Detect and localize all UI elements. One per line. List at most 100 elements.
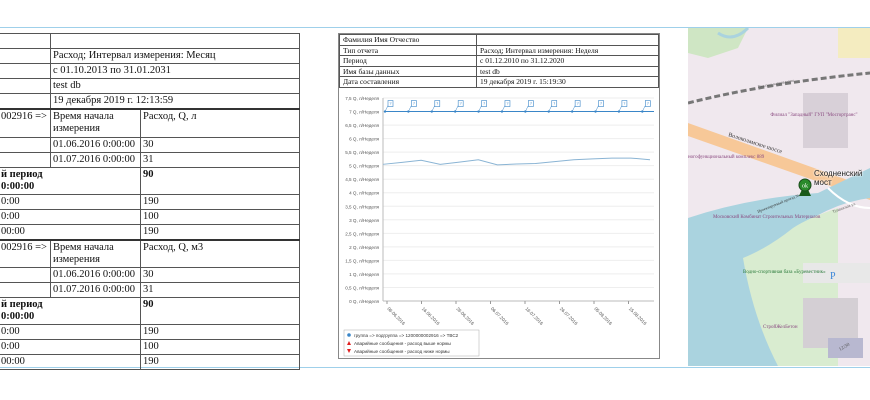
y-tick-label: 7 Q, л/Неделя: [349, 110, 379, 115]
top-divider: [0, 27, 870, 28]
header-label: [0, 63, 51, 79]
map-label: Московский Комбинат Строительных Материа…: [713, 215, 821, 220]
chart-legend: группа => подгруппа => 1200000002916 => …: [343, 329, 480, 357]
header-label: Имя базы данных: [339, 65, 477, 77]
total-label-line: 0:00:00: [1, 180, 35, 192]
event-flag: [621, 100, 628, 107]
event-flag-text: ?: [553, 101, 555, 106]
y-tick-label: 1,5 Q, л/Неделя: [345, 258, 379, 263]
table-row: й период 0:00:00 90: [0, 166, 300, 195]
event-flag: [574, 100, 581, 107]
flag-pole: [408, 105, 412, 112]
value-cell: 31: [140, 282, 300, 298]
summary-label: 0:00: [0, 324, 141, 340]
event-flag-text: ?: [436, 101, 438, 106]
device-cell: 002916 =>: [0, 238, 51, 268]
total-label-line: й период: [1, 299, 43, 310]
summary-label: 0:00: [0, 208, 141, 225]
column-header-time: Время начала измерения: [50, 108, 141, 138]
map-view[interactable]: Волоколамское шоссе Филиал "Западный" ГУ…: [688, 28, 870, 366]
event-flag-text: ?: [530, 101, 532, 106]
y-tick-label: 3,5 Q, л/Неделя: [345, 204, 379, 209]
table-row: Тип отчета Расход; Интервал измерения: Не…: [339, 44, 659, 56]
time-cell: 01.06.2016 0:00:00: [50, 267, 141, 283]
device-cell: 002916 =>: [0, 108, 51, 138]
x-tick-label: 26.07.2016: [559, 306, 579, 326]
flag-pole: [595, 105, 599, 112]
header-label: [0, 48, 51, 64]
summary-value: 100: [140, 339, 300, 355]
map-label: Рижское направление: [757, 78, 794, 89]
table-row: 0:00 190: [0, 193, 300, 210]
table-row: с 01.10.2013 по 31.01.2031: [0, 63, 300, 79]
marker-label: ok: [802, 184, 808, 190]
header-label: [0, 93, 51, 110]
header-value: Расход; Интервал измерения: Месяц: [50, 48, 300, 64]
header-value: [476, 34, 659, 46]
event-marker: [617, 110, 621, 113]
header-value: с 01.12.2010 по 31.12.2020: [476, 55, 659, 67]
monthly-report-table: Расход; Интервал измерения: Месяц с 01.10…: [0, 33, 300, 370]
x-tick-label: 05.08.2016: [593, 306, 613, 326]
event-marker: [641, 110, 644, 113]
header-value: test db: [50, 78, 300, 94]
flag-pole: [642, 105, 646, 112]
total-label-line: й период: [1, 168, 43, 180]
summary-label: 00:00: [0, 223, 141, 240]
event-flag: [551, 100, 558, 107]
flag-pole: [571, 105, 576, 112]
flag-pole: [525, 105, 529, 112]
event-flag-text: ?: [647, 101, 649, 106]
y-tick-label: 7,5 Q, л/Неделя: [345, 96, 379, 101]
table-row: Расход; Интервал измерения: Месяц: [0, 48, 300, 64]
flag-pole: [431, 105, 436, 112]
flag-pole: [501, 105, 506, 112]
map-label-bridge: Сходненский мост: [814, 169, 863, 187]
x-tick-label: 06.07.2016: [490, 306, 510, 326]
empty-cell: [0, 151, 51, 168]
table-row: Фамилия Имя Отчество: [339, 34, 659, 46]
weekly-report-page: Фамилия Имя Отчество Тип отчета Расход; Ин…: [338, 33, 660, 359]
summary-value: 190: [140, 324, 300, 340]
y-tick-label: 6 Q, л/Неделя: [349, 137, 379, 142]
x-tick-label: 16.07.2016: [524, 306, 544, 326]
header-value: [50, 33, 300, 49]
event-marker: [453, 110, 457, 113]
empty-cell: [0, 267, 51, 283]
event-flag-text: ?: [413, 101, 415, 106]
event-flag-text: ?: [577, 101, 579, 106]
y-tick-label: 5,5 Q, л/Неделя: [345, 150, 379, 155]
x-tick-label: 26.06.2016: [455, 306, 475, 326]
table-row: Имя базы данных test db: [339, 65, 659, 77]
y-tick-label: 3 Q, л/Неделя: [349, 218, 379, 223]
total-value: 90: [140, 166, 300, 195]
location-marker-icon[interactable]: ok: [798, 178, 812, 196]
event-flag: [387, 100, 394, 107]
event-flag-text: ?: [483, 101, 485, 106]
table-row: 01.06.2016 0:00:00 30: [0, 136, 300, 153]
table-row: 002916 => Время начала измерения Расход, Q…: [0, 238, 300, 268]
event-flag-text: ?: [390, 101, 392, 106]
event-flag: [434, 100, 441, 107]
map-canvas[interactable]: Волоколамское шоссе Филиал "Западный" ГУ…: [688, 28, 870, 366]
flag-pole: [618, 105, 623, 112]
value-cell: 31: [140, 151, 300, 168]
header-label: Фамилия Имя Отчество: [339, 34, 477, 46]
flag-pole: [454, 105, 459, 112]
flow-chart: 0 Q, л/Неделя 0,5 Q, л/Неделя 1 Q, л/Недел…: [343, 96, 654, 357]
total-label: й период 0:00:00: [0, 166, 141, 195]
flag-pole: [384, 105, 389, 112]
map-label: ногофункциональный комплекс 889: [688, 155, 765, 160]
event-flag: [645, 100, 651, 107]
event-flag: [598, 100, 604, 107]
y-tick-label: 2,5 Q, л/Неделя: [345, 231, 379, 236]
map-label: 12/30: [839, 342, 852, 352]
column-header-value: Расход, Q, м3: [140, 238, 300, 268]
total-label: й период 0:00:00: [0, 297, 141, 325]
summary-value: 190: [140, 354, 300, 370]
triangle-up-icon: [347, 341, 351, 345]
time-cell: 01.07.2016 0:00:00: [50, 151, 141, 168]
map-label: СтройЖелБетон: [763, 325, 798, 330]
map-label: Филиал "Западный" ГУП "Мосгортранс": [770, 113, 857, 118]
triangle-down-icon: [347, 349, 351, 353]
